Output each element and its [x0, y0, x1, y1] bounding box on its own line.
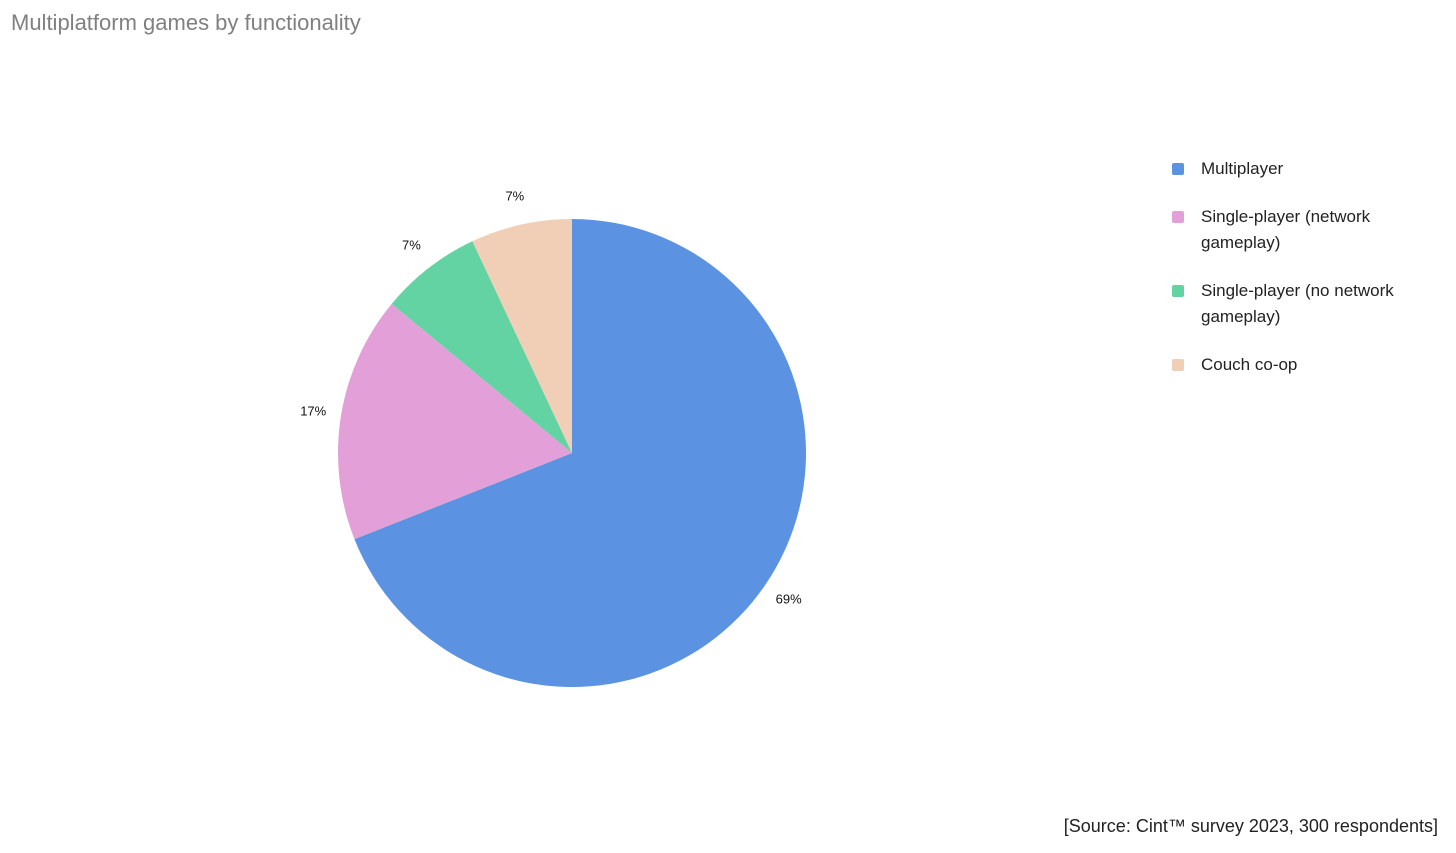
legend-swatch — [1172, 163, 1184, 175]
legend-item: Single-player (network gameplay) — [1172, 204, 1432, 256]
data-label: 7% — [402, 237, 421, 252]
legend-label: Single-player (network gameplay) — [1201, 207, 1371, 252]
legend-item: Single-player (no network gameplay) — [1172, 278, 1432, 330]
legend-label: Multiplayer — [1201, 159, 1284, 178]
legend-label: Couch co-op — [1201, 355, 1298, 374]
pie-slice — [472, 219, 572, 453]
legend-swatch — [1172, 359, 1184, 371]
legend-swatch — [1172, 285, 1184, 297]
legend-item: Multiplayer — [1172, 156, 1432, 182]
legend-item: Couch co-op — [1172, 352, 1432, 378]
source-note: [Source: Cint™ survey 2023, 300 responde… — [1063, 816, 1438, 836]
legend-label: Single-player (no network gameplay) — [1201, 281, 1394, 326]
data-label: 17% — [300, 403, 326, 418]
data-label: 7% — [505, 189, 524, 204]
legend: Multiplayer Single-player (network gamepl… — [1172, 156, 1432, 400]
chart-title: Multiplatform games by functionality — [11, 10, 361, 35]
data-label: 69% — [776, 592, 802, 607]
pie-slice — [354, 219, 806, 688]
pie-slice — [391, 241, 572, 453]
legend-swatch — [1172, 211, 1184, 223]
pie-slice — [337, 303, 572, 540]
